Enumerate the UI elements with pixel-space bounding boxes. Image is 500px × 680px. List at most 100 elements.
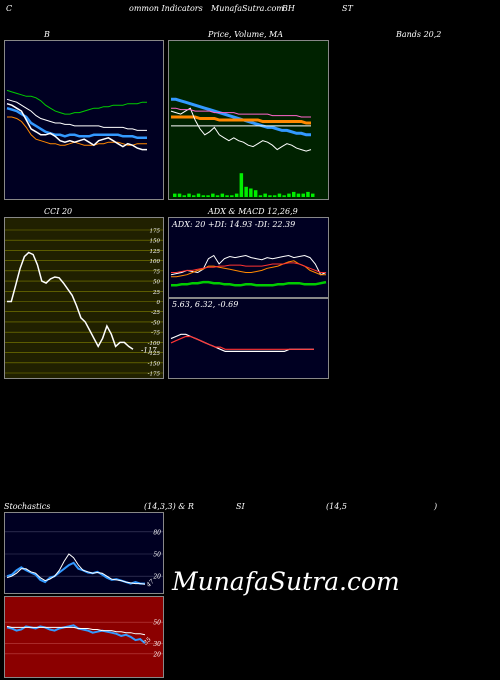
cci-tick-label: 100 [150,259,161,265]
volume-bar [301,193,305,197]
cci-tick-label: -175 [148,372,161,378]
header-symbol-a: BH [282,4,295,13]
cci-chart: 175 150 125 100 75 50 25 0 -25 -50 -75 -100 -125 -150… [5,229,163,378]
volume-bar [192,195,196,197]
stoch-tick-label: 20 [152,574,161,581]
cci-tick-label: -150 [148,361,161,367]
rsi-value-label: 35 [142,636,152,646]
cci-tick-label: 175 [150,229,161,235]
volume-bar [187,193,191,197]
adx-series-3 [171,280,327,287]
label-price-volume-ma: Price, Volume, MA [208,30,284,39]
rsi-tick-label: 50 [153,620,161,627]
macd-series-1 [170,335,314,350]
bollinger-series-2 [6,106,147,140]
rsi-panel: 50 30 20 35 [4,596,164,678]
label-rsi-si: SI [236,502,245,511]
adx-panel: ADX: 20 +DI: 14.93 -DI: 22.39 [168,217,329,298]
volume-bar [239,173,244,197]
volume-bar [220,193,225,197]
volume-bar [234,193,239,197]
volume-bar [282,195,286,197]
header-symbol-b: ST [342,4,353,13]
volume-bar [306,191,310,197]
adx-values: ADX: 20 +DI: 14.93 -DI: 22.39 [172,220,296,229]
volume-bar [215,195,220,197]
cci-tick-label: -75 [151,331,160,337]
volume-bar [292,191,296,197]
cci-panel: 175 150 125 100 75 50 25 0 -25 -50 -75 -100 -125 -150… [4,217,164,379]
stoch-series-1 [6,553,146,585]
rsi-tick-label: 20 [152,651,161,658]
volume-bar [225,195,229,197]
cci-tick-label: -25 [151,310,160,316]
cci-tick-label: -100 [148,341,161,347]
volume-bar [277,193,282,197]
label-adx-macd: ADX & MACD 12,26,9 [208,207,298,216]
header-c: C [6,4,13,13]
label-stochastics: Stochastics [4,502,51,511]
header-site: MunafaSutra.com [211,4,284,13]
macd-panel: 5.63, 6.32, -0.69 [168,298,329,379]
stochastics-panel: 80 50 20 47 [4,512,164,594]
adx-series-0 [170,254,327,276]
bollinger-series-0 [6,89,147,115]
cci-tick-label: 150 [150,239,161,245]
cci-tick-label: -50 [151,320,160,326]
price-volume-chart [170,97,315,197]
volume-bar [253,190,258,197]
rsi-series-1 [6,625,146,636]
volume-bar [268,195,272,197]
cci-tick-label: -125 [148,351,161,357]
volume-bar [249,188,253,197]
label-bands: Bands 20,2 [396,30,442,39]
cci-tick-label: 50 [153,280,160,286]
volume-bar [196,193,201,197]
bollinger-chart [6,89,147,151]
volume-bar [258,195,263,197]
volume-bar [287,193,291,197]
rsi-tick-label: 30 [153,641,161,648]
cci-line [7,251,134,350]
stoch-series-0 [6,561,145,585]
adx-chart [170,254,327,287]
volume-bar [182,195,186,197]
cci-tick-label: 75 [153,269,160,275]
price-volume-panel [168,40,329,200]
cci-value-label: -117 [141,346,157,354]
adx-series-2 [171,262,326,273]
volume-bar [211,193,215,197]
label-stoch-params: (14,3,3) & R [144,502,194,511]
label-rsi-params: (14,5 [326,502,347,511]
price-series-3 [170,107,312,152]
cci-tick-label: 0 [157,300,161,306]
volume-bar [311,193,315,197]
volume-bar [244,186,248,197]
stoch-tick-label: 80 [153,529,161,536]
watermark: MunafaSutra.com [172,567,400,596]
volume-bar [296,193,301,197]
macd-chart [170,333,314,353]
stoch-value-label: 47 [145,578,156,589]
price-series-4 [171,107,311,118]
volume-bar [173,193,177,197]
volume-bar [201,195,206,197]
cci-tick-label: 25 [152,290,160,296]
bollinger-panel [4,40,164,200]
volume-bar [272,195,277,197]
macd-values: 5.63, 6.32, -0.69 [172,300,239,309]
header-common-indicators: ommon Indicators [129,4,203,13]
volume-bar [206,195,210,197]
bollinger-series-1 [6,98,147,131]
bollinger-series-3 [7,116,147,146]
label-rsi-close: ) [434,502,438,511]
label-b: B [44,30,50,39]
bollinger-series-4 [6,102,147,151]
adx-series-1 [171,260,326,278]
label-cci: CCI 20 [44,207,73,216]
volume-bar [230,195,234,197]
volume-bar [177,193,182,197]
volume-bar [263,193,267,197]
